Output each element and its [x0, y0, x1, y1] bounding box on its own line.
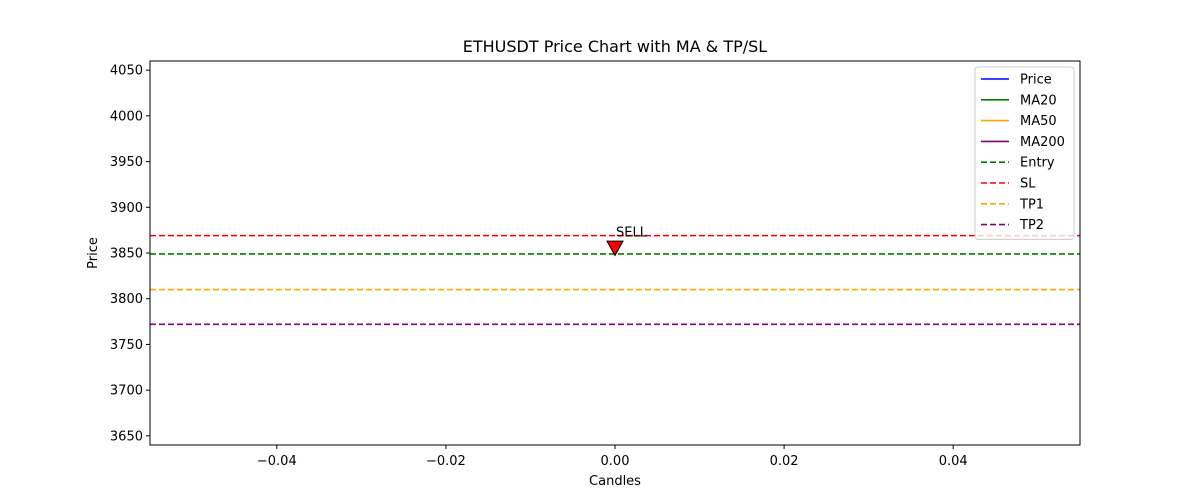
x-tick-label: 0.02	[770, 454, 799, 469]
x-tick-label: −0.04	[257, 454, 297, 469]
legend-label-ma20: MA20	[1020, 93, 1057, 108]
x-tick-label: −0.02	[426, 454, 466, 469]
trade-markers: SELL	[606, 226, 648, 257]
sell-marker-label: SELL	[616, 226, 648, 241]
y-tick-label: 3800	[110, 292, 143, 307]
y-tick-label: 3700	[110, 384, 143, 399]
y-tick-label: 3850	[110, 247, 143, 262]
x-axis-label: Candles	[589, 474, 641, 489]
sell-marker	[606, 240, 624, 257]
y-axis-ticks: 3650 3700 3750 3800 3850 3900 3950 4000 4050	[110, 64, 150, 444]
y-tick-label: 4050	[110, 64, 143, 79]
legend-label-ma50: MA50	[1020, 114, 1057, 129]
legend: Price MA20 MA50 MA200 Entry SL TP1 TP2	[974, 66, 1075, 240]
plot-area: SELL	[149, 60, 1081, 446]
legend-box	[974, 66, 1075, 240]
legend-label-price: Price	[1020, 73, 1052, 88]
legend-label-entry: Entry	[1020, 156, 1055, 171]
horizontal-lines	[150, 234, 1080, 326]
legend-label-sl: SL	[1020, 177, 1036, 192]
y-tick-label: 3650	[110, 429, 143, 444]
x-axis-ticks: −0.04 −0.02 0.00 0.02 0.04	[257, 445, 968, 469]
y-axis-label: Price	[86, 237, 101, 269]
x-tick-label: 0.00	[601, 454, 630, 469]
y-tick-label: 4000	[110, 109, 143, 124]
y-tick-label: 3750	[110, 338, 143, 353]
y-tick-label: 3950	[110, 155, 143, 170]
legend-label-tp1: TP1	[1019, 197, 1044, 212]
y-tick-label: 3900	[110, 201, 143, 216]
chart-title: ETHUSDT Price Chart with MA & TP/SL	[463, 37, 768, 56]
legend-label-ma200: MA200	[1020, 135, 1065, 150]
legend-label-tp2: TP2	[1019, 218, 1044, 233]
x-tick-label: 0.04	[939, 454, 968, 469]
